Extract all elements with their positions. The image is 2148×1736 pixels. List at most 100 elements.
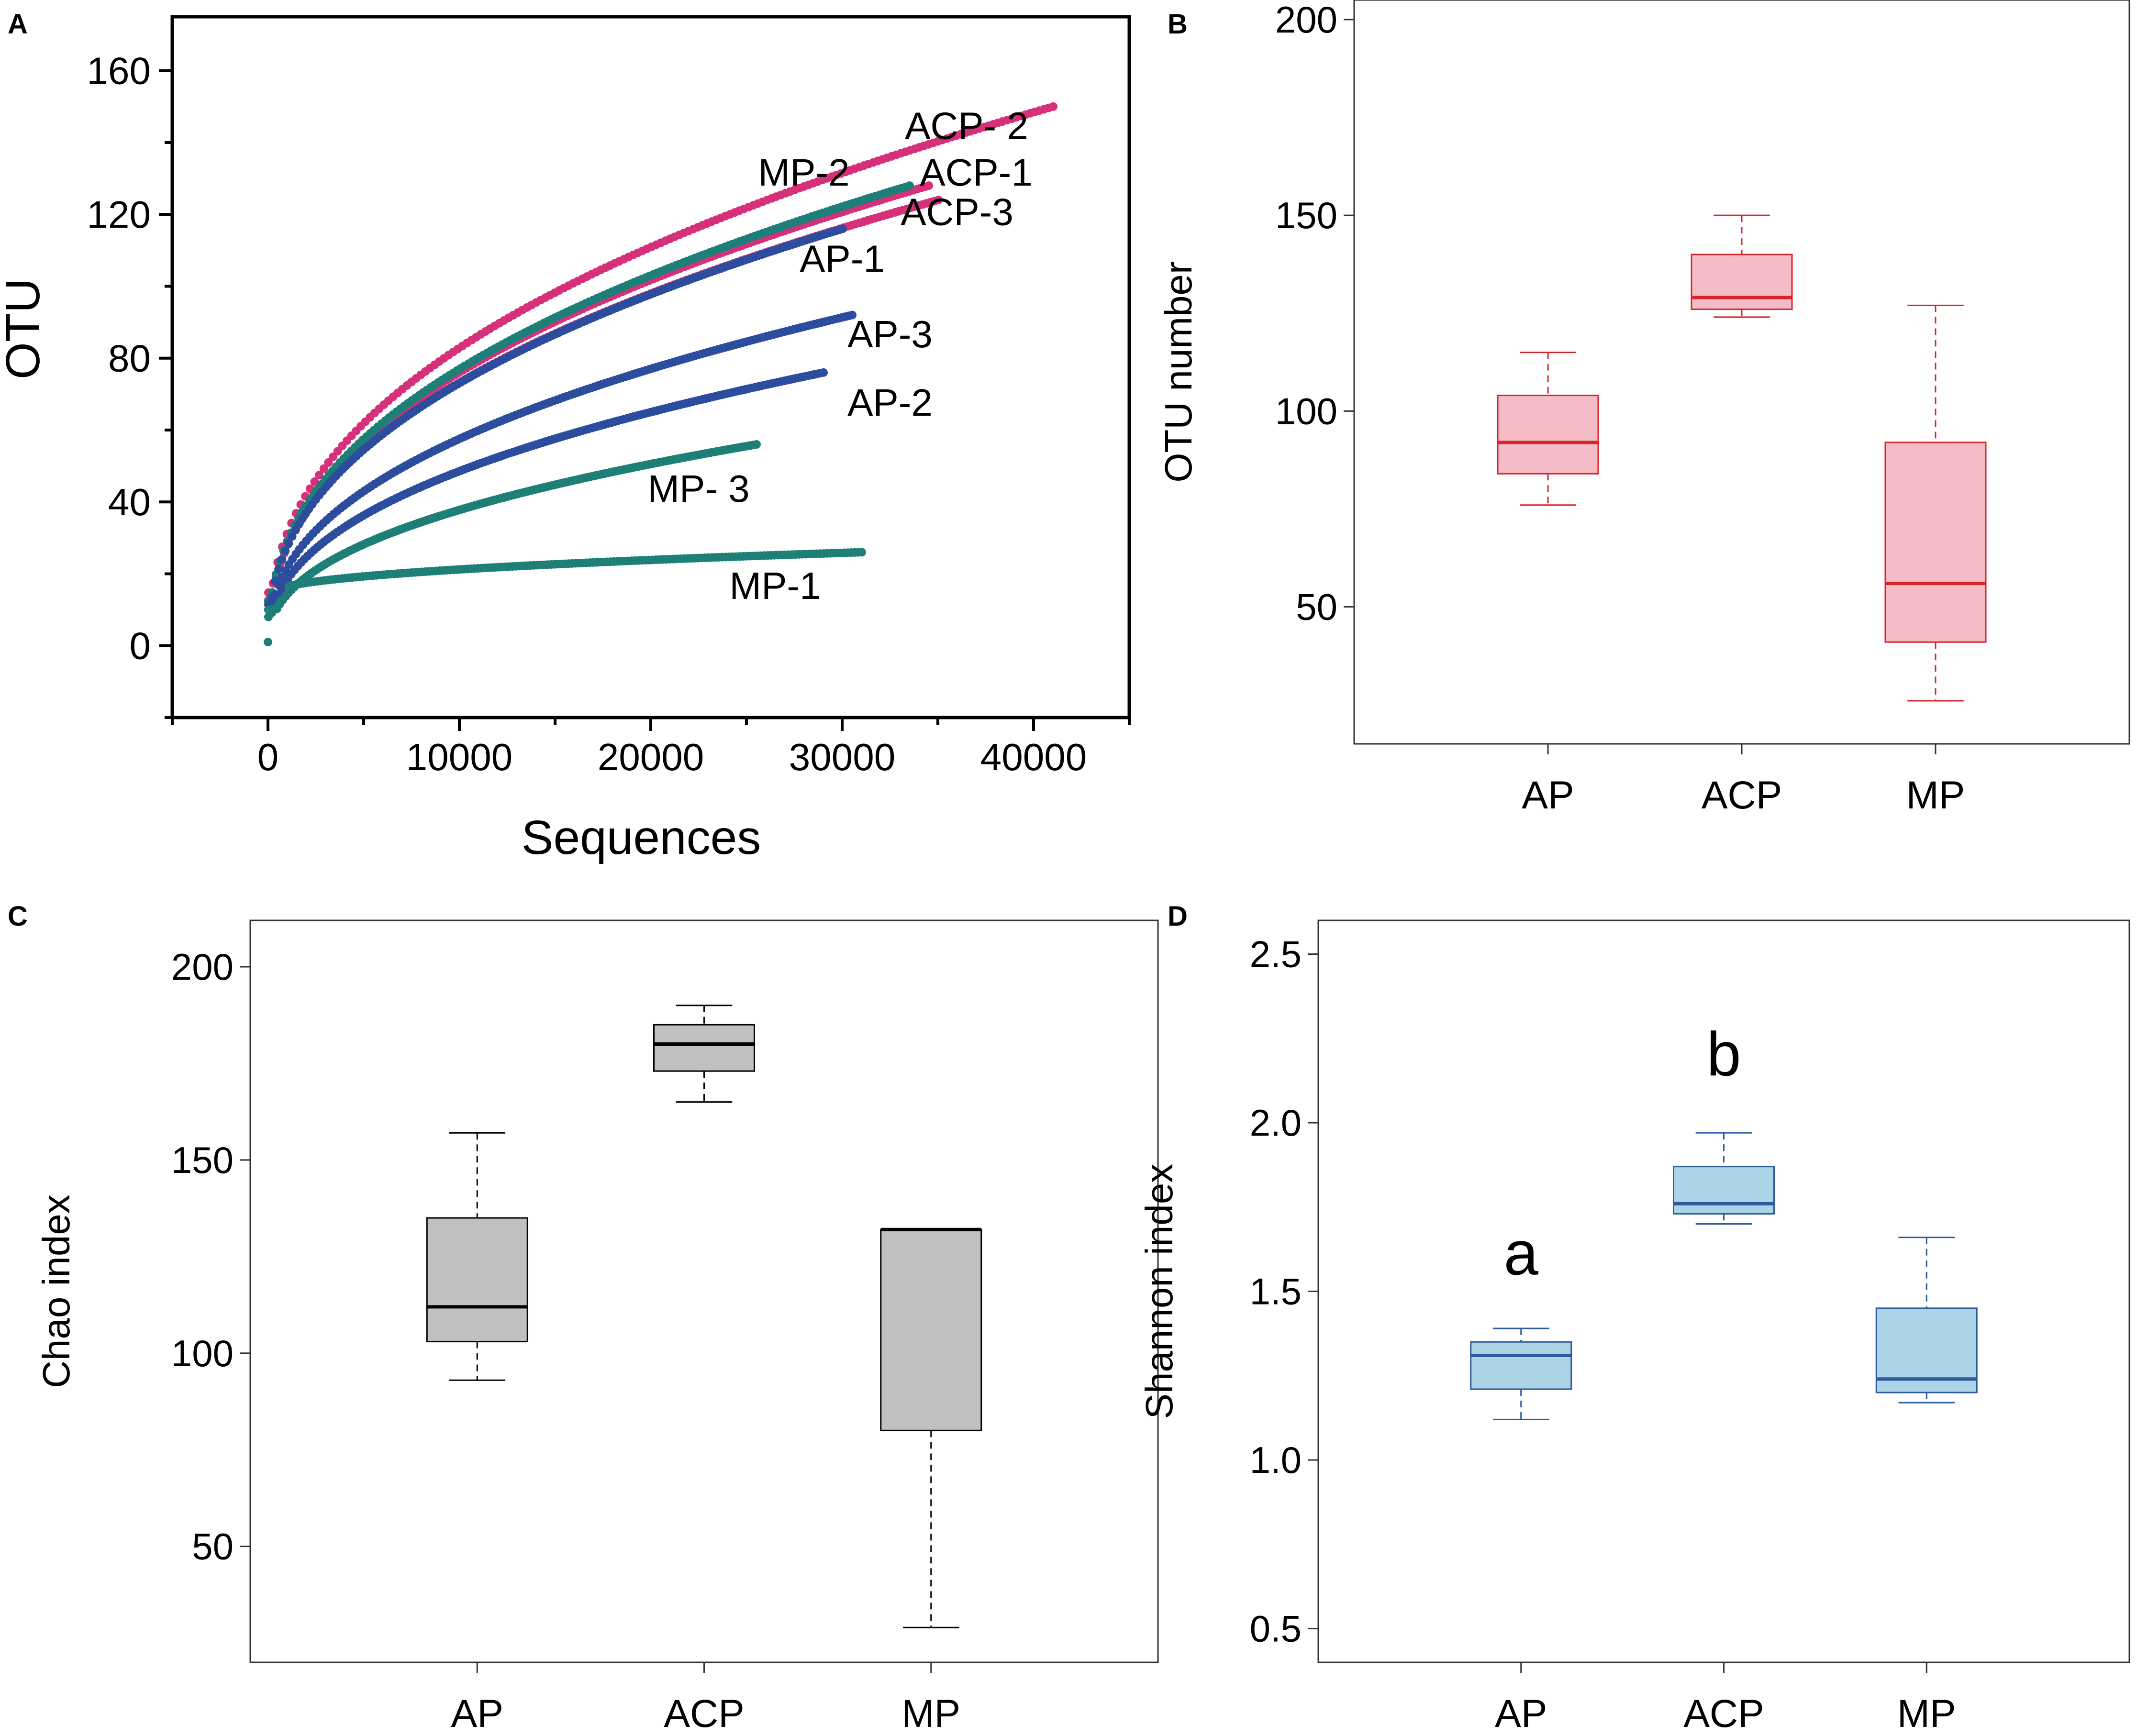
x-tick-label: AP [1522,774,1574,817]
panel-b-otu-boxplot: 50 100 150 200 OTU number AP ACP MP [1157,0,2130,817]
x-tick-label: 0 [257,736,279,778]
origin-point [264,638,272,647]
y-tick-label: 150 [171,1139,234,1181]
curve-point [274,564,283,574]
curve-point [857,548,866,557]
series-label: ACP-1 [920,151,1033,194]
series-label: ACP- 2 [905,104,1028,147]
y-tick-label: 120 [87,193,151,236]
y-axis-label: Shannon index [1138,1164,1180,1419]
iqr-box [1673,1166,1775,1215]
box-mp [1875,1237,1978,1404]
panel-d-shannon-boxplot: 0.5 1.0 1.5 2.0 2.5 Shannon index AP ACP MP a b [1138,919,2130,1736]
curve-point [288,532,297,541]
curve-point [315,470,324,479]
series-label: AP-3 [847,313,933,355]
box-mp [880,1227,982,1628]
y-tick-label: 50 [1296,586,1337,628]
x-tick-label: 20000 [598,736,704,778]
x-tick-label: 40000 [980,736,1087,778]
curve-point [281,591,290,600]
curve-point [319,464,328,473]
curve-point [278,555,287,564]
series-label: AP-1 [800,237,885,280]
curve-point [848,310,857,320]
series-mp-3 [264,440,761,614]
y-tick-label: 100 [1275,390,1337,432]
y-axis-label: Chao index [35,1194,78,1388]
series-mp-1 [264,548,866,621]
series-label: MP-2 [758,151,849,194]
curve-point [924,181,933,190]
x-tick-label: ACP [664,1692,745,1736]
series-ap-2 [264,368,828,614]
box-ap [426,1132,528,1381]
panel-a-rarefaction-chart: 0 10000 20000 30000 40000 0 40 80 120 160 Sequence… [0,15,1131,864]
y-tick-label: 100 [171,1332,234,1374]
iqr-box [426,1217,528,1343]
series-label: MP-1 [729,564,821,607]
y-tick-label: 2.0 [1250,1102,1302,1144]
y-tick-label: 160 [87,50,151,92]
x-tick-label: MP [901,1692,960,1736]
box-acp [653,1005,755,1103]
panel-letter-d: D [1168,901,1188,932]
panel-letter-a: A [8,9,28,40]
curve-point [934,196,943,205]
y-tick-label: 200 [1275,0,1337,41]
significance-letter: a [1504,1218,1539,1288]
y-tick-label: 80 [108,337,151,380]
x-axis-label: Sequences [522,811,761,864]
curve-point [819,368,828,377]
x-tick-label: 10000 [406,736,512,778]
iqr-box [1884,442,1987,643]
y-tick-label: 40 [108,481,151,523]
box-mp [1884,304,1987,702]
x-tick-label: 30000 [789,736,895,778]
plot-frame [1353,0,2130,745]
x-tick-label: MP [1897,1692,1956,1736]
series-ap-1 [264,224,847,609]
y-tick-label: 2.5 [1250,933,1302,975]
curve-point [281,546,290,555]
curve-point [838,224,847,233]
y-tick-label: 1.0 [1250,1439,1302,1481]
iqr-box [1691,254,1793,310]
curve-point [284,539,293,548]
box-ap [1497,352,1599,506]
y-tick-label: 0 [130,625,151,667]
series-label: MP- 3 [647,467,749,510]
x-tick-label: AP [451,1692,503,1736]
x-tick-label: ACP [1702,774,1782,817]
x-tick-label: MP [1906,774,1965,817]
y-tick-label: 200 [171,946,234,988]
iqr-box [1470,1341,1572,1390]
curve-point [1049,102,1057,111]
panel-letter-c: C [8,901,28,932]
significance-letter: b [1706,1019,1741,1089]
panel-letter-b: B [1168,9,1188,40]
x-tick-label: ACP [1683,1692,1764,1736]
y-axis-label: OTU number [1157,261,1200,482]
y-tick-label: 0.5 [1250,1608,1302,1650]
curve-point [905,181,914,190]
series-acp-2 [264,102,1057,597]
curve-point [752,440,761,449]
y-tick-label: 1.5 [1250,1271,1302,1313]
curve-point [310,477,319,486]
series-label: ACP-3 [901,191,1013,233]
iqr-box [1497,395,1599,475]
box-acp [1691,214,1793,318]
series-label: AP-2 [847,381,933,424]
y-axis-label: OTU [0,278,50,379]
box-acp [1673,1132,1775,1225]
x-tick-label: AP [1495,1692,1547,1736]
y-tick-label: 150 [1275,194,1337,236]
iqr-box [653,1024,755,1072]
curve-point [324,458,333,467]
box-ap [1470,1327,1572,1420]
y-tick-label: 50 [192,1526,234,1568]
iqr-box [880,1228,982,1431]
panel-c-chao-boxplot: 50 100 150 200 Chao index AP ACP MP [35,919,1159,1736]
